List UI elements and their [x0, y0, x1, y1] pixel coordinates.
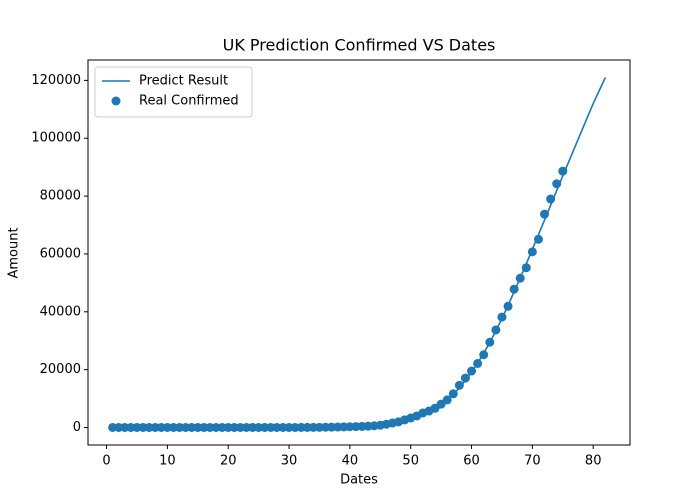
scatter-point: [540, 209, 550, 219]
x-tick-label: 80: [585, 454, 602, 469]
x-tick-label: 40: [342, 454, 359, 469]
scatter-point: [454, 380, 464, 390]
scatter-point: [467, 366, 477, 376]
scatter-point: [515, 273, 525, 283]
scatter-point: [491, 325, 501, 335]
y-tick-label: 80000: [40, 189, 81, 204]
scatter-point: [558, 166, 568, 176]
x-tick-label: 20: [220, 454, 237, 469]
x-tick-label: 0: [102, 454, 110, 469]
scatter-point: [479, 350, 489, 360]
scatter-point: [485, 337, 495, 347]
y-tick-label: 0: [73, 420, 81, 435]
scatter-point: [448, 389, 458, 399]
legend-marker: [111, 96, 121, 106]
scatter-point: [460, 373, 470, 383]
x-tick-label: 50: [402, 454, 419, 469]
legend-box: [94, 66, 253, 118]
scatter-point: [442, 395, 452, 405]
x-axis-label: Dates: [340, 473, 378, 488]
plot-frame: [87, 59, 631, 446]
x-tick-label: 70: [524, 454, 541, 469]
legend-label: Real Confirmed: [139, 94, 239, 109]
y-tick-label: 60000: [40, 246, 81, 261]
x-tick-label: 10: [159, 454, 176, 469]
legend-label: Predict Result: [139, 74, 228, 89]
scatter-point: [533, 234, 543, 244]
scatter-point: [527, 247, 537, 257]
scatter-point: [473, 358, 483, 368]
y-axis-label: Amount: [7, 227, 22, 278]
scatter-point: [552, 179, 562, 189]
y-tick-label: 40000: [40, 304, 81, 319]
scatter-point: [509, 284, 519, 294]
y-tick-label: 100000: [31, 131, 81, 146]
scatter-point: [546, 194, 556, 204]
scatter-point: [521, 263, 531, 273]
y-tick-label: 120000: [31, 73, 81, 88]
chart-title: UK Prediction Confirmed VS Dates: [223, 36, 496, 55]
x-tick-label: 60: [463, 454, 480, 469]
y-tick-label: 20000: [40, 362, 81, 377]
scatter-point: [503, 301, 513, 311]
x-tick-label: 30: [281, 454, 298, 469]
scatter-point: [497, 312, 507, 322]
